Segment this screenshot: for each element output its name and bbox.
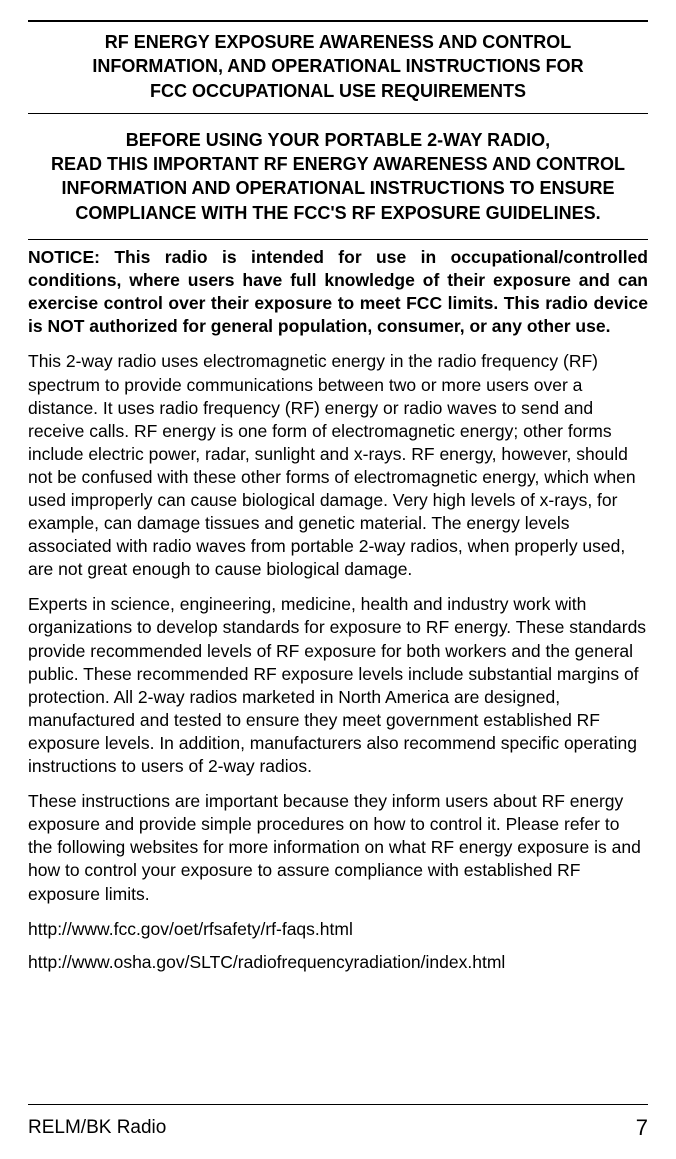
- subtitle-line-1: BEFORE USING YOUR PORTABLE 2-WAY RADIO,: [28, 128, 648, 152]
- title-line-2: INFORMATION, AND OPERATIONAL INSTRUCTION…: [28, 54, 648, 78]
- subtitle: BEFORE USING YOUR PORTABLE 2-WAY RADIO, …: [28, 114, 648, 239]
- page-number: 7: [636, 1115, 648, 1141]
- notice-paragraph: NOTICE: This radio is intended for use i…: [28, 246, 648, 338]
- footer-block: RELM/BK Radio 7: [28, 1104, 648, 1141]
- main-title: RF ENERGY EXPOSURE AWARENESS AND CONTROL…: [28, 22, 648, 113]
- footer-rule: [28, 1104, 648, 1105]
- subtitle-line-3: INFORMATION AND OPERATIONAL INSTRUCTIONS…: [28, 176, 648, 200]
- subtitle-line-4: COMPLIANCE WITH THE FCC'S RF EXPOSURE GU…: [28, 201, 648, 225]
- url-osha: http://www.osha.gov/SLTC/radiofrequencyr…: [28, 951, 648, 974]
- subtitle-line-2: READ THIS IMPORTANT RF ENERGY AWARENESS …: [28, 152, 648, 176]
- title-line-3: FCC OCCUPATIONAL USE REQUIREMENTS: [28, 79, 648, 103]
- body-paragraph-3: These instructions are important because…: [28, 790, 648, 905]
- footer: RELM/BK Radio 7: [28, 1109, 648, 1141]
- title-line-1: RF ENERGY EXPOSURE AWARENESS AND CONTROL: [28, 30, 648, 54]
- body-paragraph-2: Experts in science, engineering, medicin…: [28, 593, 648, 778]
- url-fcc: http://www.fcc.gov/oet/rfsafety/rf-faqs.…: [28, 918, 648, 941]
- page-content: RF ENERGY EXPOSURE AWARENESS AND CONTROL…: [28, 20, 648, 1104]
- footer-brand: RELM/BK Radio: [28, 1117, 166, 1139]
- subtitle-rule: [28, 239, 648, 240]
- body-paragraph-1: This 2-way radio uses electromagnetic en…: [28, 350, 648, 581]
